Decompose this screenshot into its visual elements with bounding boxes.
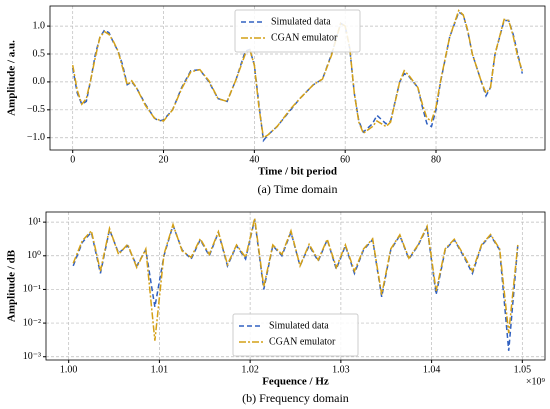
- x-tick-label: 1.03: [332, 364, 350, 375]
- y-tick-label: 10¹: [28, 216, 41, 227]
- x-tick-label: 0: [70, 154, 75, 165]
- legend-label: Simulated data: [269, 320, 329, 331]
- y-tick-label: −1.0: [27, 132, 45, 143]
- x-tick-label: 1.01: [151, 364, 169, 375]
- x-tick-label: 20: [159, 154, 169, 165]
- y-tick-label: 10⁰: [27, 250, 41, 261]
- line-series: [72, 218, 519, 341]
- y-tick-label: 0.0: [33, 76, 46, 87]
- y-tick-label: 10⁻¹: [23, 284, 41, 295]
- x-offset-label: ×10⁹: [526, 376, 546, 387]
- y-tick-label: 0.5: [33, 48, 46, 59]
- y-axis-label: Amplitude / a.u.: [6, 40, 18, 116]
- legend-box: [232, 313, 359, 357]
- x-tick-label: 80: [431, 154, 441, 165]
- y-tick-label: −0.5: [27, 104, 45, 115]
- x-tick-label: 1.05: [514, 364, 532, 375]
- x-tick-label: 1.02: [241, 364, 259, 375]
- x-tick-label: 1.04: [423, 364, 441, 375]
- legend-label: CGAN emulator: [269, 336, 336, 347]
- y-tick-label: 10⁻²: [23, 317, 41, 328]
- caption: (b) Frequency domain: [242, 391, 349, 405]
- legend-box: [234, 9, 361, 53]
- legend-label: CGAN emulator: [271, 32, 338, 43]
- y-axis-label: Amplitude / dB: [6, 249, 18, 322]
- line-series: [72, 219, 519, 351]
- caption: (a) Time domain: [258, 182, 338, 196]
- plot-frame: [45, 211, 546, 361]
- x-tick-label: 60: [340, 154, 350, 165]
- x-axis-label: Time / bit period: [258, 166, 337, 178]
- plot-frame: [49, 5, 546, 151]
- legend-label: Simulated data: [271, 16, 331, 27]
- y-tick-label: 10⁻³: [23, 351, 41, 362]
- x-tick-label: 1.00: [60, 364, 78, 375]
- x-tick-label: 40: [249, 154, 259, 165]
- x-axis-label: Fequence / Hz: [262, 376, 329, 388]
- line-series: [71, 9, 524, 139]
- y-tick-label: 1.0: [33, 20, 46, 31]
